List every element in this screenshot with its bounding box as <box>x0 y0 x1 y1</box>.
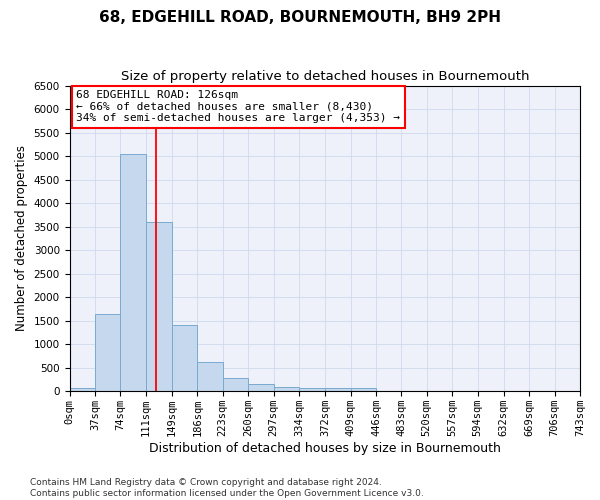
Bar <box>248 384 274 392</box>
Bar <box>274 386 299 392</box>
Bar <box>197 362 223 392</box>
Bar <box>95 314 121 392</box>
Bar <box>325 388 350 392</box>
Bar <box>172 326 197 392</box>
Bar <box>70 388 95 392</box>
Y-axis label: Number of detached properties: Number of detached properties <box>15 146 28 332</box>
Bar <box>223 378 248 392</box>
Text: Contains HM Land Registry data © Crown copyright and database right 2024.
Contai: Contains HM Land Registry data © Crown c… <box>30 478 424 498</box>
Bar <box>350 388 376 392</box>
Title: Size of property relative to detached houses in Bournemouth: Size of property relative to detached ho… <box>121 70 529 83</box>
Text: 68 EDGEHILL ROAD: 126sqm
← 66% of detached houses are smaller (8,430)
34% of sem: 68 EDGEHILL ROAD: 126sqm ← 66% of detach… <box>76 90 400 124</box>
Bar <box>121 154 146 392</box>
X-axis label: Distribution of detached houses by size in Bournemouth: Distribution of detached houses by size … <box>149 442 501 455</box>
Bar <box>299 388 325 392</box>
Bar <box>146 222 172 392</box>
Text: 68, EDGEHILL ROAD, BOURNEMOUTH, BH9 2PH: 68, EDGEHILL ROAD, BOURNEMOUTH, BH9 2PH <box>99 10 501 25</box>
